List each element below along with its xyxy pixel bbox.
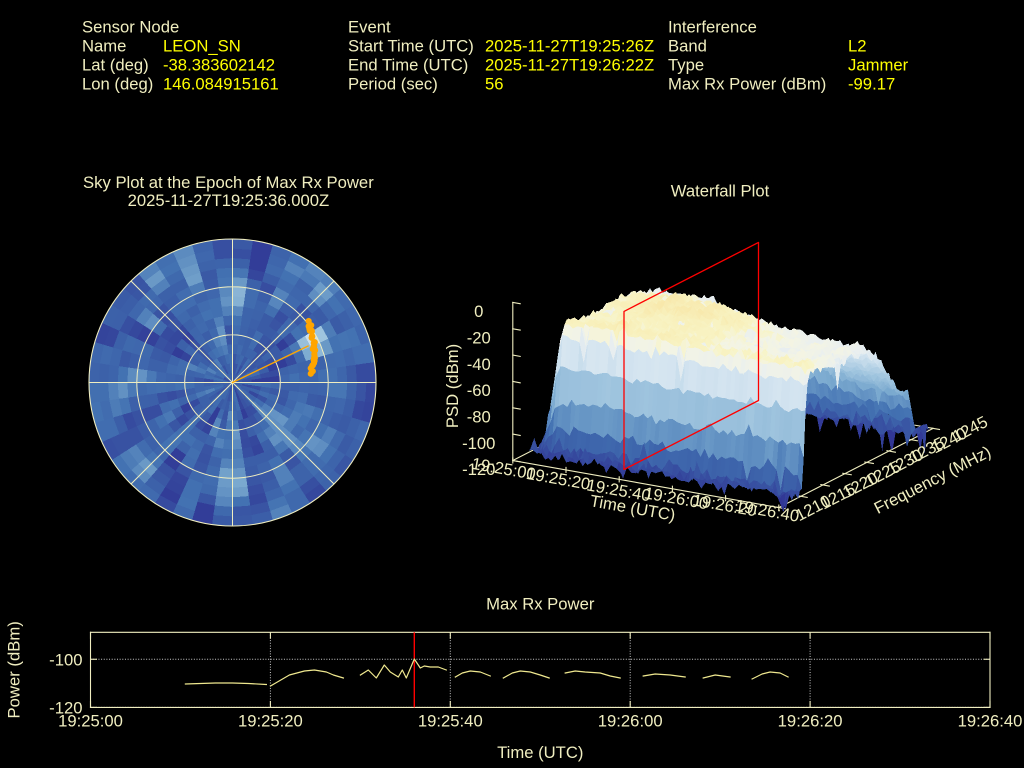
svg-text:-60: -60 [467, 381, 491, 400]
svg-text:Type: Type [668, 55, 704, 74]
svg-text:Jammer: Jammer [848, 55, 909, 74]
svg-text:2025-11-27T19:25:36.000Z: 2025-11-27T19:25:36.000Z [128, 191, 330, 210]
svg-text:L2: L2 [848, 36, 867, 55]
svg-text:-100: -100 [49, 650, 82, 669]
svg-text:Sky Plot at the Epoch of Max R: Sky Plot at the Epoch of Max Rx Power [83, 173, 374, 192]
svg-text:-20: -20 [467, 328, 491, 347]
svg-text:-38.383602142: -38.383602142 [163, 55, 275, 74]
svg-text:PSD (dBm): PSD (dBm) [443, 344, 462, 428]
svg-text:Sensor Node: Sensor Node [82, 17, 179, 36]
svg-text:Lat (deg): Lat (deg) [82, 55, 149, 74]
svg-text:Power (dBm): Power (dBm) [5, 621, 24, 718]
svg-text:-80: -80 [467, 407, 491, 426]
svg-text:19:26:00: 19:26:00 [598, 711, 663, 730]
svg-text:19:25:00: 19:25:00 [58, 711, 123, 730]
svg-text:19:26:20: 19:26:20 [778, 711, 843, 730]
svg-text:Interference: Interference [668, 17, 757, 36]
svg-text:Name: Name [82, 36, 126, 55]
svg-text:0: 0 [474, 302, 483, 321]
svg-text:Period (sec): Period (sec) [348, 74, 438, 93]
svg-text:-120: -120 [49, 698, 82, 717]
svg-text:End Time (UTC): End Time (UTC) [348, 55, 468, 74]
svg-text:Lon (deg): Lon (deg) [82, 74, 153, 93]
svg-text:Start Time (UTC): Start Time (UTC) [348, 36, 474, 55]
svg-text:Waterfall Plot: Waterfall Plot [671, 181, 770, 200]
svg-text:-99.17: -99.17 [848, 74, 895, 93]
svg-text:Time (UTC): Time (UTC) [497, 743, 583, 762]
svg-text:2025-11-27T19:25:26Z: 2025-11-27T19:25:26Z [485, 36, 654, 55]
svg-text:56: 56 [485, 74, 504, 93]
svg-text:Band: Band [668, 36, 707, 55]
svg-text:2025-11-27T19:26:22Z: 2025-11-27T19:26:22Z [485, 55, 654, 74]
svg-text:Max Rx Power: Max Rx Power [486, 594, 595, 613]
svg-text:146.084915161: 146.084915161 [163, 74, 279, 93]
svg-text:19:26:40: 19:26:40 [958, 711, 1023, 730]
svg-text:Event: Event [348, 17, 391, 36]
svg-text:19:25:20: 19:25:20 [238, 711, 303, 730]
svg-text:-100: -100 [462, 434, 495, 453]
svg-text:19:25:40: 19:25:40 [418, 711, 483, 730]
svg-text:Max Rx Power (dBm): Max Rx Power (dBm) [668, 74, 826, 93]
svg-text:-40: -40 [467, 355, 491, 374]
svg-text:-120: -120 [462, 460, 495, 479]
svg-text:LEON_SN: LEON_SN [163, 36, 241, 55]
